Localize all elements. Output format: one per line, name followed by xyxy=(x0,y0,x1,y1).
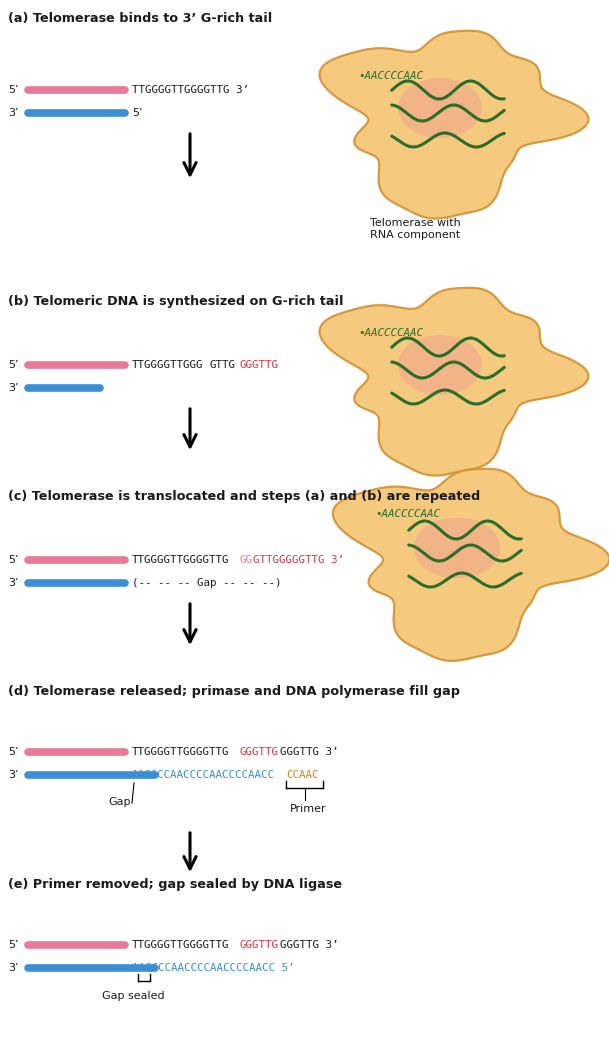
Text: 5’: 5’ xyxy=(8,555,18,566)
Text: (a) Telomerase binds to 3’ G-rich tail: (a) Telomerase binds to 3’ G-rich tail xyxy=(8,12,272,25)
Text: •AACCCCAAC: •AACCCCAAC xyxy=(358,71,423,80)
Text: •AACCCCAAC: •AACCCCAAC xyxy=(358,328,423,338)
Text: 5’: 5’ xyxy=(132,108,143,118)
Text: GG: GG xyxy=(239,555,252,566)
Text: GTTGGGGGTTG 3’: GTTGGGGGTTG 3’ xyxy=(253,555,344,566)
Text: (-- -- -- Gap -- -- --): (-- -- -- Gap -- -- --) xyxy=(132,578,281,588)
Text: TTGGGGTTGGGGTTG: TTGGGGTTGGGGTTG xyxy=(132,747,230,757)
Text: Primer: Primer xyxy=(289,804,326,814)
Text: TTGGGGTTGGGGTTG: TTGGGGTTGGGGTTG xyxy=(132,940,230,950)
Text: CCAAC: CCAAC xyxy=(286,770,319,780)
Text: GGGTTG 3’: GGGTTG 3’ xyxy=(280,747,339,757)
Polygon shape xyxy=(398,335,482,395)
Text: 3’: 3’ xyxy=(8,770,18,780)
Text: AACCCCAACCCCAACCCCAACC 5’: AACCCCAACCCCAACCCCAACC 5’ xyxy=(132,963,295,973)
Text: 3’: 3’ xyxy=(8,383,18,393)
Text: 5’: 5’ xyxy=(8,85,18,95)
Text: 5’: 5’ xyxy=(8,747,18,757)
Text: (d) Telomerase released; primase and DNA polymerase fill gap: (d) Telomerase released; primase and DNA… xyxy=(8,685,460,698)
Text: GGGTTG: GGGTTG xyxy=(240,360,279,370)
Polygon shape xyxy=(320,288,588,475)
Text: GTTG: GTTG xyxy=(210,360,236,370)
Polygon shape xyxy=(398,78,482,138)
Text: TTGGGGTTGGGGTTG 3’: TTGGGGTTGGGGTTG 3’ xyxy=(132,85,249,95)
Polygon shape xyxy=(333,469,609,661)
Text: (e) Primer removed; gap sealed by DNA ligase: (e) Primer removed; gap sealed by DNA li… xyxy=(8,878,342,891)
Text: (c) Telomerase is translocated and steps (a) and (b) are repeated: (c) Telomerase is translocated and steps… xyxy=(8,490,481,503)
Text: TTGGGGTTGGG: TTGGGGTTGGG xyxy=(132,360,203,370)
Text: Gap sealed: Gap sealed xyxy=(102,991,164,1001)
Text: 3’: 3’ xyxy=(8,108,18,118)
Text: Gap: Gap xyxy=(108,797,130,807)
Text: GGGTTG 3’: GGGTTG 3’ xyxy=(280,940,339,950)
Text: AACCCCAACCCCAACCCCAACC: AACCCCAACCCCAACCCCAACC xyxy=(132,770,275,780)
Text: GGGTTG: GGGTTG xyxy=(239,747,278,757)
Text: 5’: 5’ xyxy=(8,360,18,370)
Text: TTGGGGTTGGGGTTG: TTGGGGTTGGGGTTG xyxy=(132,555,230,566)
Text: •AACCCCAAC: •AACCCCAAC xyxy=(375,509,440,519)
Polygon shape xyxy=(320,31,588,218)
Text: 5’: 5’ xyxy=(8,940,18,950)
Text: GGGTTG: GGGTTG xyxy=(239,940,278,950)
Polygon shape xyxy=(414,518,500,578)
Text: (b) Telomeric DNA is synthesized on G-rich tail: (b) Telomeric DNA is synthesized on G-ri… xyxy=(8,295,343,308)
Text: 3’: 3’ xyxy=(8,963,18,973)
Text: 3’: 3’ xyxy=(8,578,18,588)
Text: Telomerase with
RNA component: Telomerase with RNA component xyxy=(370,218,461,239)
